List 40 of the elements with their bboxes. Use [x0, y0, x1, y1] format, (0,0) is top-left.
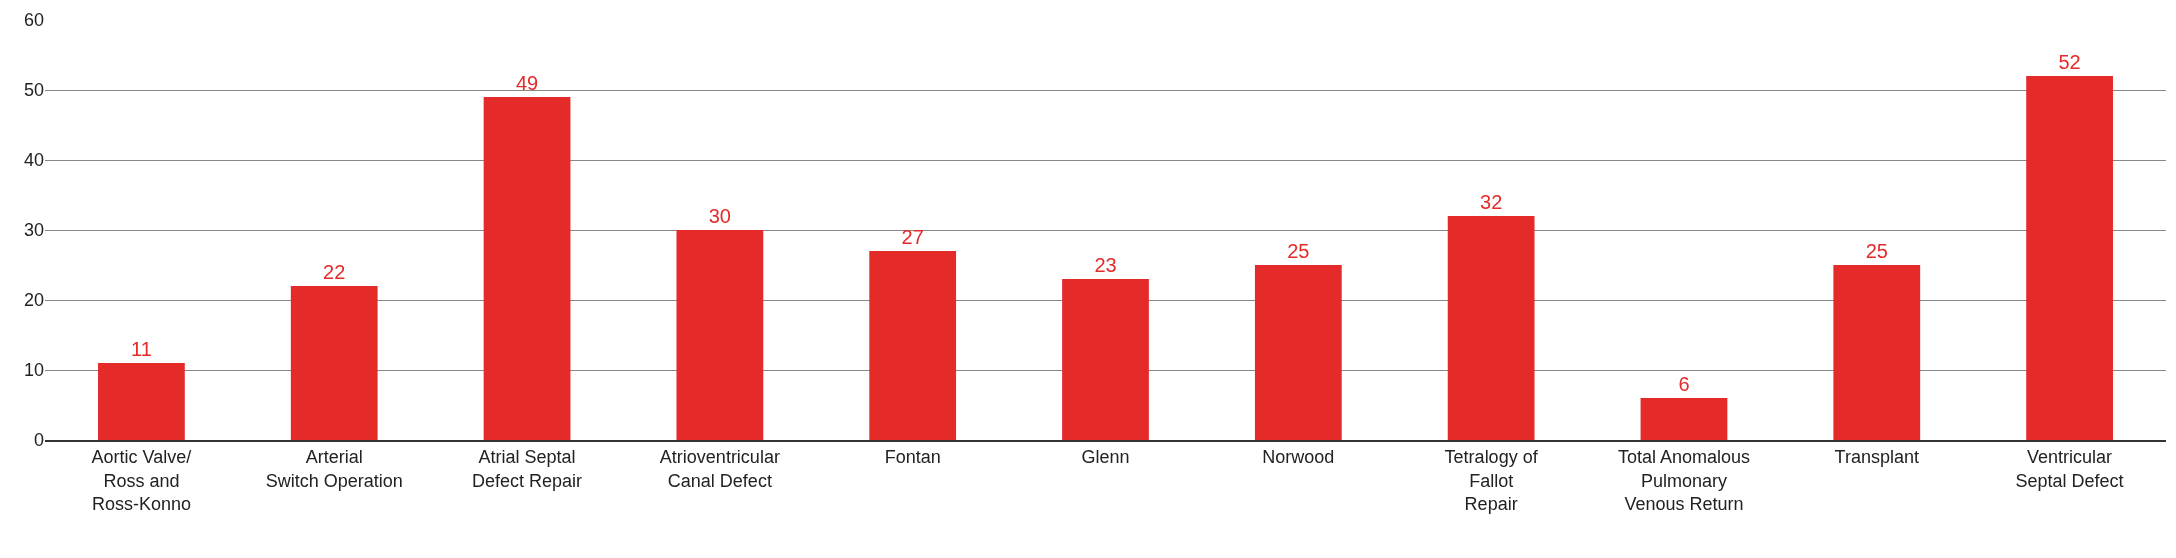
x-tick-label: Atrioventricular Canal Defect [659, 447, 780, 491]
data-label: 25 [1865, 240, 1888, 262]
y-tick-label: 20 [23, 290, 44, 311]
x-tick-label: Atrial Septal Defect Repair [472, 447, 583, 491]
data-label: 32 [1480, 191, 1503, 213]
x-tick-label: Total Anomalous Pulmonary Venous Return [1617, 447, 1750, 515]
y-tick-label: 50 [23, 80, 44, 101]
data-label: 27 [901, 226, 924, 248]
y-tick-label: 60 [23, 10, 44, 31]
x-tick-label: Aortic Valve/ Ross and Ross-Konno [91, 447, 192, 515]
x-tick-label: Tetralogy of Fallot Repair [1444, 447, 1539, 515]
x-tick-label: Arterial Switch Operation [265, 447, 403, 491]
bar [290, 286, 378, 440]
y-tick-label: 10 [23, 360, 44, 381]
bar [1062, 279, 1149, 440]
x-tick-label: Ventricular Septal Defect [2015, 447, 2124, 491]
bar [869, 251, 957, 440]
bar [98, 363, 185, 440]
x-tick-label: Transplant [1834, 447, 1919, 468]
bar [1254, 265, 1342, 440]
x-tick-label: Norwood [1262, 447, 1335, 468]
data-label: 25 [1287, 240, 1310, 262]
bar [1640, 398, 1728, 440]
y-tick-label: 40 [23, 150, 44, 171]
x-tick-label: Glenn [1081, 447, 1130, 468]
data-label: 30 [708, 205, 731, 227]
data-label: 6 [1678, 373, 1690, 395]
bar [1833, 265, 1921, 440]
bar [676, 230, 764, 440]
data-label: 22 [323, 261, 346, 283]
y-tick-label: 0 [33, 430, 44, 451]
x-tick-label: Fontan [884, 447, 941, 468]
bar [483, 97, 571, 440]
data-label: 49 [515, 72, 539, 94]
data-label: 11 [131, 338, 152, 360]
data-label: 52 [2058, 51, 2081, 73]
bar [1447, 216, 1535, 440]
data-label: 23 [1094, 254, 1117, 276]
y-tick-label: 30 [23, 220, 44, 241]
bar [2026, 76, 2113, 440]
